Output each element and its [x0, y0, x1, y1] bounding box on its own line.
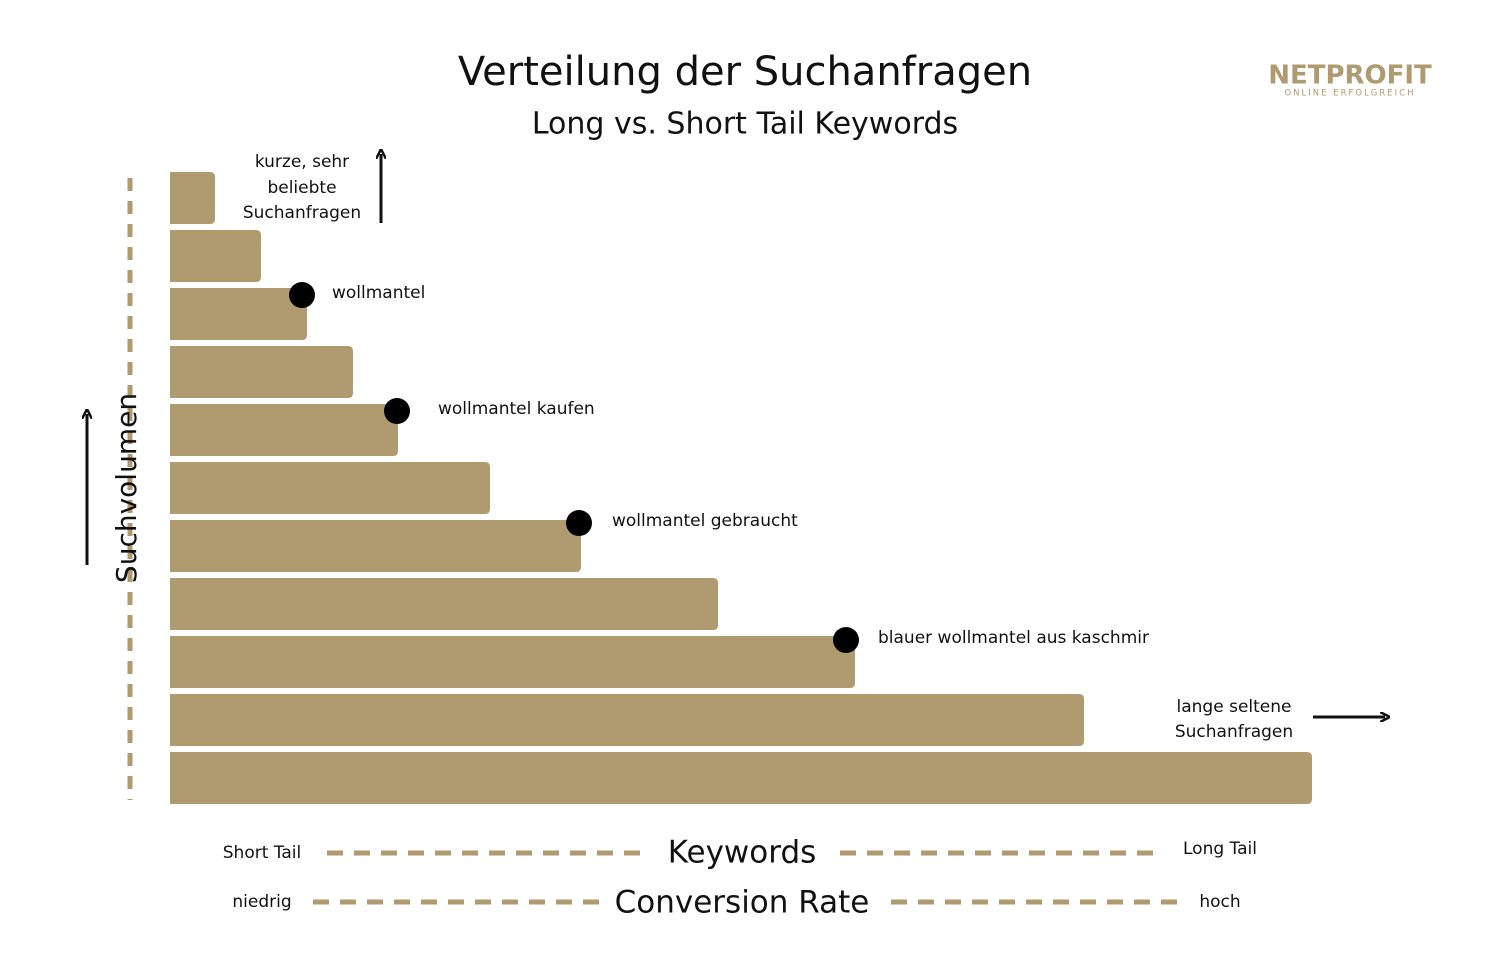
- keyword-label: blauer wollmantel aus kaschmir: [878, 628, 1149, 648]
- keyword-label: wollmantel kaufen: [438, 399, 595, 419]
- title: Verteilung der Suchanfragen: [458, 49, 1032, 95]
- right-note: Suchanfragen: [1175, 722, 1293, 742]
- logo: NETPROFIT: [1268, 61, 1432, 91]
- logo-tagline: ONLINE ERFOLGREICH: [1284, 89, 1415, 99]
- top-note: kurze, sehr: [255, 152, 349, 172]
- bar: [170, 230, 261, 282]
- subtitle: Long vs. Short Tail Keywords: [532, 107, 958, 142]
- keyword-dot: [384, 398, 410, 424]
- keyword-dot: [833, 627, 859, 653]
- keyword-dot: [289, 282, 315, 308]
- bar: [170, 288, 307, 340]
- row-center: Keywords: [668, 835, 817, 871]
- top-note: beliebte: [267, 178, 336, 198]
- bar: [170, 346, 353, 398]
- row-center: Conversion Rate: [615, 885, 870, 921]
- row-left: Short Tail: [223, 843, 301, 863]
- right-note: lange seltene: [1177, 697, 1292, 717]
- keyword-label: wollmantel gebraucht: [612, 511, 798, 531]
- row-right: Long Tail: [1183, 839, 1257, 859]
- keyword-dot: [566, 510, 592, 536]
- bars: [170, 172, 1312, 804]
- bar: [170, 752, 1312, 804]
- bar: [170, 694, 1084, 746]
- keyword-label: wollmantel: [332, 283, 425, 303]
- y-label: Suchvolumen: [110, 393, 143, 583]
- bar: [170, 404, 398, 456]
- row-right: hoch: [1199, 892, 1240, 912]
- bar: [170, 636, 855, 688]
- bar: [170, 578, 718, 630]
- bar: [170, 462, 490, 514]
- bar: [170, 520, 581, 572]
- row-left: niedrig: [232, 892, 291, 912]
- bar: [170, 172, 215, 224]
- top-note: Suchanfragen: [243, 203, 361, 223]
